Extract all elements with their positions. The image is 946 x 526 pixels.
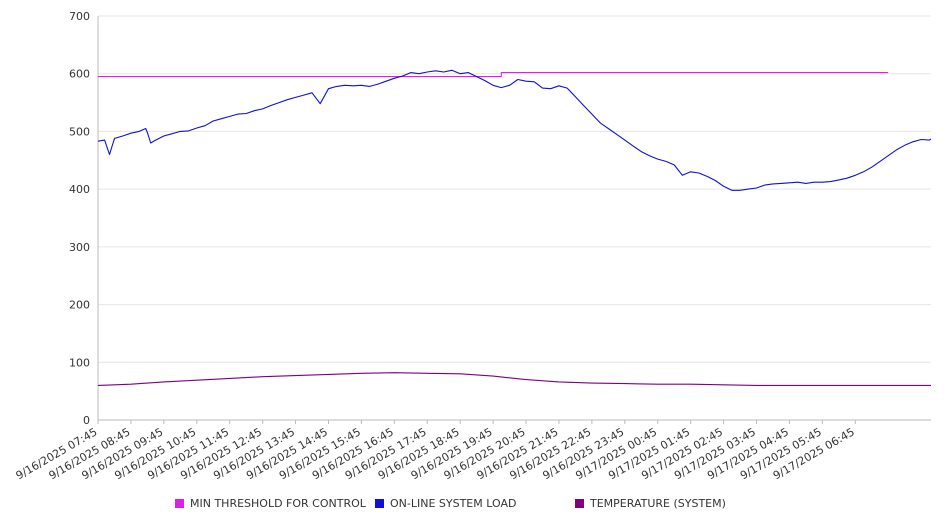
series-min-threshold <box>98 72 889 78</box>
legend-label-system-load: ON-LINE SYSTEM LOAD <box>390 497 517 510</box>
grid-lines <box>98 15 931 421</box>
legend-swatch-temperature <box>575 499 584 508</box>
series-system-load <box>97 69 932 191</box>
y-tick-label: 500 <box>69 125 90 138</box>
legend-label-min-threshold: MIN THRESHOLD FOR CONTROL <box>190 497 366 510</box>
series-layer <box>97 69 932 386</box>
y-tick-label: 700 <box>69 10 90 23</box>
legend-item-min-threshold[interactable]: MIN THRESHOLD FOR CONTROL <box>175 497 366 510</box>
legend-item-system-load[interactable]: ON-LINE SYSTEM LOAD <box>375 497 516 510</box>
legend-item-temperature[interactable]: TEMPERATURE (SYSTEM) <box>575 497 726 510</box>
y-tick-label: 400 <box>69 183 90 196</box>
x-axis: 9/16/2025 07:459/16/2025 08:459/16/2025 … <box>14 419 931 482</box>
y-tick-label: 100 <box>69 356 90 369</box>
y-tick-label: 0 <box>83 414 90 427</box>
legend-swatch-system-load <box>375 499 384 508</box>
legend-swatch-min-threshold <box>175 499 184 508</box>
y-tick-label: 600 <box>69 68 90 81</box>
y-tick-label: 200 <box>69 299 90 312</box>
y-axis: 0 100 200 300 400 500 600 700 <box>69 10 99 427</box>
series-temperature <box>97 372 931 386</box>
legend: MIN THRESHOLD FOR CONTROL ON-LINE SYSTEM… <box>0 497 946 515</box>
y-tick-label: 300 <box>69 241 90 254</box>
legend-label-temperature: TEMPERATURE (SYSTEM) <box>590 497 726 510</box>
